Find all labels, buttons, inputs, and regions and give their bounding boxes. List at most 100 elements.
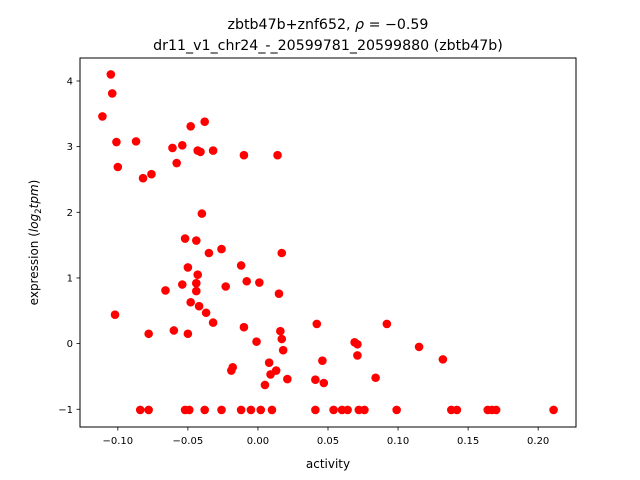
scatter-point bbox=[177, 141, 187, 150]
y-tick-label: 4 bbox=[67, 77, 73, 88]
scatter-point bbox=[236, 405, 246, 415]
x-axis-ticks: −0.10 −0.05 0.00 0.05 0.10 0.15 0.20 bbox=[103, 427, 549, 447]
scatter-point bbox=[278, 345, 288, 355]
scatter-point bbox=[172, 158, 181, 168]
scatter-point bbox=[549, 405, 558, 415]
scatter-point bbox=[311, 405, 320, 415]
scatter-point bbox=[107, 89, 117, 98]
scatter-point bbox=[110, 310, 120, 320]
y-tick-label: −1 bbox=[58, 405, 73, 416]
scatter-point bbox=[371, 373, 380, 383]
scatter-point bbox=[392, 405, 401, 415]
scatter-point bbox=[184, 405, 194, 415]
chart-title-line-1: zbtb47b+znf652, ρ = −0.59 bbox=[228, 17, 429, 33]
scatter-point bbox=[161, 286, 170, 295]
scatter-point bbox=[311, 375, 320, 385]
scatter-point bbox=[180, 234, 190, 243]
scatter-point bbox=[414, 342, 424, 352]
scatter-point bbox=[193, 270, 202, 279]
chart-title-line-2: dr11_v1_chr24_-_20599781_20599880 (zbtb4… bbox=[153, 38, 503, 54]
y-axis-ticks: −1 0 1 2 3 4 bbox=[58, 77, 80, 416]
scatter-point bbox=[318, 356, 327, 365]
x-tick-label: 0.20 bbox=[527, 436, 549, 447]
scatter-point bbox=[221, 282, 231, 291]
scatter-point bbox=[260, 380, 270, 390]
scatter-point bbox=[200, 117, 210, 126]
scatter-point bbox=[256, 405, 266, 415]
x-tick-label: −0.10 bbox=[103, 436, 134, 447]
scatter-point bbox=[491, 405, 501, 415]
scatter-point bbox=[217, 244, 226, 254]
y-tick-label: 1 bbox=[67, 274, 73, 285]
scatter-point bbox=[106, 70, 116, 79]
x-axis-label: activity bbox=[306, 457, 350, 471]
scatter-point bbox=[197, 209, 207, 218]
data-points bbox=[98, 70, 558, 415]
scatter-point bbox=[312, 319, 322, 329]
scatter-point bbox=[98, 112, 107, 121]
scatter-point bbox=[227, 366, 236, 375]
x-tick-label: 0.05 bbox=[317, 436, 339, 447]
x-tick-label: 0.15 bbox=[457, 436, 479, 447]
scatter-point bbox=[360, 405, 369, 415]
scatter-point bbox=[177, 280, 187, 289]
scatter-point bbox=[266, 370, 275, 379]
scatter-point bbox=[208, 318, 218, 327]
scatter-point bbox=[112, 137, 121, 147]
scatter-point bbox=[183, 329, 193, 339]
scatter-point bbox=[277, 248, 287, 258]
scatter-point bbox=[147, 169, 156, 179]
y-tick-label: 3 bbox=[67, 142, 73, 153]
scatter-point bbox=[329, 405, 338, 415]
scatter-point bbox=[144, 405, 153, 415]
scatter-point bbox=[438, 355, 448, 364]
x-tick-label: 0.00 bbox=[247, 436, 269, 447]
scatter-point bbox=[452, 405, 462, 415]
scatter-point bbox=[353, 351, 362, 360]
scatter-point bbox=[169, 326, 179, 335]
scatter-point bbox=[239, 322, 249, 332]
scatter-point bbox=[252, 337, 261, 346]
scatter-point bbox=[138, 173, 148, 183]
scatter-point bbox=[273, 150, 282, 160]
scatter-point bbox=[191, 278, 201, 288]
scatter-point bbox=[113, 162, 123, 172]
scatter-point bbox=[201, 308, 211, 318]
x-tick-label: 0.10 bbox=[387, 436, 409, 447]
scatter-point bbox=[208, 146, 218, 155]
y-tick-label: 2 bbox=[67, 208, 73, 219]
scatter-point bbox=[186, 121, 195, 131]
scatter-point bbox=[204, 248, 214, 258]
scatter-point bbox=[319, 378, 329, 388]
scatter-point bbox=[191, 236, 201, 245]
scatter-point bbox=[274, 289, 284, 299]
scatter-point bbox=[186, 297, 195, 307]
scatter-point bbox=[246, 405, 256, 415]
scatter-point bbox=[168, 143, 177, 153]
y-tick-label: 0 bbox=[67, 339, 73, 350]
scatter-point bbox=[131, 137, 141, 146]
plot-frame bbox=[79, 57, 577, 428]
y-axis-label: expression (log2tpm) bbox=[27, 180, 44, 306]
scatter-point bbox=[242, 276, 252, 286]
scatter-point bbox=[353, 339, 362, 349]
scatter-point bbox=[277, 334, 287, 344]
scatter-point bbox=[343, 405, 352, 415]
scatter-point bbox=[144, 329, 153, 339]
scatter-point bbox=[135, 405, 145, 415]
scatter-point bbox=[264, 358, 274, 367]
scatter-point bbox=[239, 150, 249, 160]
x-tick-label: −0.05 bbox=[173, 436, 204, 447]
scatter-point bbox=[183, 263, 193, 272]
scatter-point bbox=[200, 405, 210, 415]
scatter-point bbox=[255, 278, 264, 287]
scatter-point bbox=[267, 405, 277, 415]
scatter-point bbox=[196, 147, 205, 157]
scatter-point bbox=[283, 374, 292, 384]
scatter-point bbox=[236, 261, 246, 270]
scatter-point bbox=[217, 405, 226, 415]
scatter-point bbox=[382, 319, 392, 329]
scatter-point bbox=[191, 286, 201, 296]
